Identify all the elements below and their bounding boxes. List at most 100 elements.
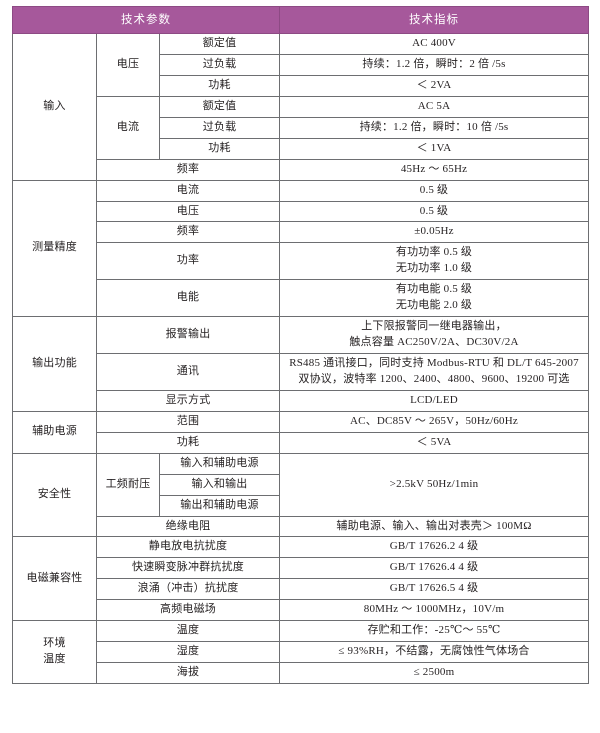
table-row: 频率 45Hz ～ 65Hz xyxy=(13,158,589,181)
header-indicator: 技术指标 xyxy=(279,6,589,34)
row-value: 45Hz ～ 65Hz xyxy=(279,158,589,181)
table-row: 海拔 ≤ 2500m xyxy=(13,662,589,684)
table-row: 安全性 工频耐压 输入和辅助电源 >2.5kV 50Hz/1min xyxy=(12,452,589,538)
row-value: RS485 通讯接口，同时支持 Modbus-RTU 和 DL/T 645-20… xyxy=(279,353,589,391)
row-value: 持续：1.2 倍，瞬时：2 倍 /5s xyxy=(279,53,589,76)
table-row: 测量精度 电流 0.5 级 xyxy=(12,179,589,318)
row-item-label: 电压 xyxy=(96,200,280,223)
row-value: GB/T 17626.5 4 级 xyxy=(279,578,589,601)
sub-group-label: 工频耐压 xyxy=(96,452,160,517)
table-header: 技术参数 技术指标 xyxy=(12,6,589,34)
table-row: 绝缘电阻 辅助电源、输入、输出对表壳＞ 100MΩ xyxy=(13,515,589,538)
text-line: RS485 通讯接口，同时支持 Modbus-RTU 和 DL/T 645-20… xyxy=(289,357,579,369)
table-row: 频率 ±0.05Hz xyxy=(13,221,589,244)
row-value: 上下限报警同一继电器输出， 触点容量 AC250V/2A、DC30V/2A xyxy=(279,316,589,354)
row-value: 辅助电源、输入、输出对表壳＞ 100MΩ xyxy=(279,515,589,538)
table-body: 输入 电压 额定值 AC 400V 过负载 持续：1.2 倍，瞬时：2 倍 /5s 功耗＜ … xyxy=(12,33,589,684)
row-value: 0.5 级 xyxy=(279,200,589,223)
row-value: ±0.05Hz xyxy=(279,221,589,244)
text-line: 触点容量 AC250V/2A、DC30V/2A xyxy=(349,336,519,349)
row-item-label: 输出和辅助电源 xyxy=(159,494,280,517)
row-value: GB/T 17626.2 4 级 xyxy=(279,536,589,559)
header-parameter: 技术参数 xyxy=(12,6,280,34)
section-label: 测量精度 xyxy=(12,179,97,318)
row-item-label: 频率 xyxy=(96,158,280,181)
table-row: 电能 有功电能 0.5 级无功电能 2.0 级 xyxy=(13,279,589,318)
table-row: 显示方式 LCD/LED xyxy=(13,389,589,412)
table-row: 通讯 RS485 通讯接口，同时支持 Modbus-RTU 和 DL/T 645-… xyxy=(13,353,589,391)
row-value: 持续：1.2 倍，瞬时：10 倍 /5s xyxy=(279,116,589,139)
row-value: 80MHz ～ 1000MHz，10V/m xyxy=(279,599,589,622)
row-item-label: 温度 xyxy=(96,620,280,643)
sub-group-label: 电压 xyxy=(96,33,160,97)
section-label: 输入 xyxy=(12,33,97,181)
table-row: 输出和辅助电源 xyxy=(13,494,589,517)
row-item-label: 通讯 xyxy=(96,353,280,391)
row-item-label: 浪涌（冲击）抗扰度 xyxy=(96,578,280,601)
table-row: 电压 0.5 级 xyxy=(13,200,589,223)
row-value: GB/T 17626.4 4 级 xyxy=(279,557,589,580)
row-value: 存贮和工作：-25℃～ 55℃ xyxy=(279,620,589,643)
row-item-label: 显示方式 xyxy=(96,389,280,412)
row-item-label: 报警输出 xyxy=(96,316,280,354)
text-line: 双协议，波特率 1200、2400、4800、9600、19200 可选 xyxy=(298,372,570,385)
table-row: 高频电磁场 80MHz ～ 1000MHz，10V/m xyxy=(13,599,589,622)
section-label: 输出功能 xyxy=(12,316,97,412)
row-item-label: 范围 xyxy=(96,410,280,433)
row-value: ≤ 2500m xyxy=(279,662,589,684)
row-item-label: 功耗 xyxy=(159,74,280,97)
row-item-label: 输入和输出 xyxy=(159,473,280,496)
table-row: 电磁兼容性 静电放电抗扰度 GB/T 17626.2 4 级 xyxy=(12,536,589,622)
section-label: 安全性 xyxy=(12,452,97,538)
row-item-label: 湿度 xyxy=(96,641,280,664)
row-item-label: 输入和辅助电源 xyxy=(159,452,280,475)
table-row: 输入和输出 xyxy=(13,473,589,496)
row-value: 0.5 级 xyxy=(279,179,589,202)
text-line: 温度 xyxy=(43,653,66,666)
row-item-label: 电流 xyxy=(96,179,280,202)
row-item-label: 绝缘电阻 xyxy=(96,515,280,538)
text-line: 有功电能 0.5 级 xyxy=(395,283,473,296)
table-row: 功率 有功功率 0.5 级无功功率 1.0 级 xyxy=(13,242,589,281)
sub-group-label: 电流 xyxy=(96,95,160,160)
row-value: ＜ 1VA xyxy=(279,137,589,160)
row-item-label: 频率 xyxy=(96,221,280,244)
row-value: ＜ 2VA xyxy=(279,74,589,97)
table-row: 快速瞬变脉冲群抗扰度 GB/T 17626.4 4 级 xyxy=(13,557,589,580)
text-line: 无功功率 1.0 级 xyxy=(395,262,473,275)
row-item-label: 高频电磁场 xyxy=(96,599,280,622)
row-value: AC 5A xyxy=(279,95,589,118)
header-row: 技术参数 技术指标 xyxy=(12,6,589,34)
row-item-label: 额定值 xyxy=(159,95,280,118)
table-row: 功耗＜ 5VA xyxy=(13,431,589,454)
table-row: 输入 电压 额定值 AC 400V xyxy=(12,33,589,181)
text-line: 有功功率 0.5 级 xyxy=(395,246,473,259)
section-label: 环境 温度 xyxy=(12,620,97,684)
row-value: AC、DC85V ～ 265V，50Hz/60Hz xyxy=(279,410,589,433)
row-value: 有功电能 0.5 级无功电能 2.0 级 xyxy=(279,279,589,318)
row-value: 有功功率 0.5 级无功功率 1.0 级 xyxy=(279,242,589,281)
row-item-label: 电能 xyxy=(96,279,280,318)
row-value: ≤ 93%RH，不结露，无腐蚀性气体场合 xyxy=(279,641,589,664)
row-item-label: 额定值 xyxy=(159,33,280,55)
row-item-label: 功耗 xyxy=(96,431,280,454)
row-item-label: 功耗 xyxy=(159,137,280,160)
row-item-label: 海拔 xyxy=(96,662,280,684)
row-item-label: 快速瞬变脉冲群抗扰度 xyxy=(96,557,280,580)
row-item-label: 功率 xyxy=(96,242,280,281)
section-label: 电磁兼容性 xyxy=(12,536,97,622)
table-row: 环境 温度 温度 存贮和工作：-25℃～ 55℃ xyxy=(12,620,589,684)
row-item-label: 静电放电抗扰度 xyxy=(96,536,280,559)
row-value: >2.5kV 50Hz/1min xyxy=(279,452,589,517)
technical-specification-table: 技术参数 技术指标 输入 电压 额定值 AC 400V 过负载 持续：1.2 倍，瞬时：2… xyxy=(12,6,589,684)
text-line: 无功电能 2.0 级 xyxy=(395,299,473,312)
row-item-label: 过负载 xyxy=(159,116,280,139)
row-value: AC 400V xyxy=(279,33,589,55)
row-value: ＜ 5VA xyxy=(279,431,589,454)
table-row: 过负载 持续：1.2 倍，瞬时：10 倍 /5s xyxy=(13,116,589,139)
table-row: 电流 额定值 AC 5A xyxy=(13,95,589,160)
row-item-label: 过负载 xyxy=(159,53,280,76)
row-value: LCD/LED xyxy=(279,389,589,412)
table-row: 浪涌（冲击）抗扰度 GB/T 17626.5 4 级 xyxy=(13,578,589,601)
section-label: 辅助电源 xyxy=(12,410,97,454)
